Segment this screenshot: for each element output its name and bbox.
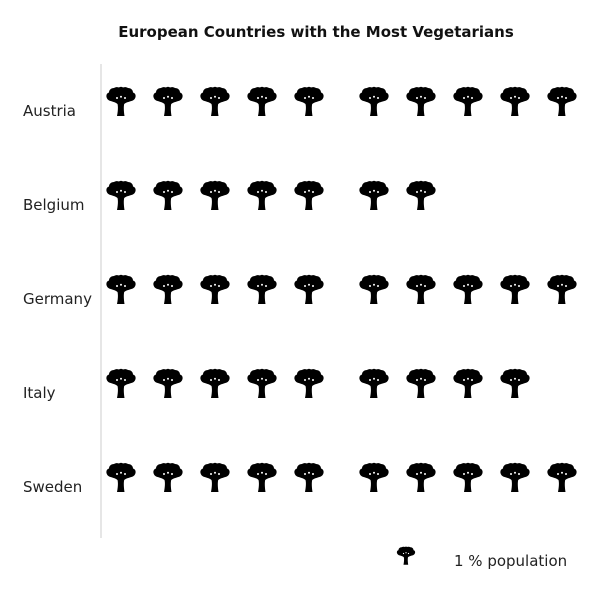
broccoli-icon xyxy=(453,462,483,492)
chart-title: European Countries with the Most Vegetar… xyxy=(118,23,514,41)
broccoli-icon xyxy=(153,462,183,492)
broccoli-icon xyxy=(547,274,577,304)
broccoli-icon xyxy=(106,86,136,116)
broccoli-icon xyxy=(294,180,324,210)
broccoli-icon xyxy=(294,462,324,492)
broccoli-icon xyxy=(153,368,183,398)
broccoli-icon xyxy=(453,274,483,304)
broccoli-icon xyxy=(247,180,277,210)
broccoli-icon xyxy=(153,86,183,116)
broccoli-icon xyxy=(359,180,389,210)
broccoli-icon xyxy=(453,86,483,116)
broccoli-icon xyxy=(247,274,277,304)
category-label-belgium: Belgium xyxy=(23,196,85,214)
broccoli-icon xyxy=(406,462,436,492)
category-label-austria: Austria xyxy=(23,102,76,120)
broccoli-icon xyxy=(359,274,389,304)
broccoli-icon xyxy=(359,86,389,116)
broccoli-icon xyxy=(106,180,136,210)
category-label-germany: Germany xyxy=(23,290,92,308)
broccoli-icon xyxy=(247,462,277,492)
legend: 1 % population xyxy=(396,546,567,570)
broccoli-icon xyxy=(294,368,324,398)
category-label-sweden: Sweden xyxy=(23,478,82,496)
broccoli-icon xyxy=(406,86,436,116)
broccoli-icon xyxy=(153,274,183,304)
category-label-italy: Italy xyxy=(23,384,56,402)
broccoli-icon xyxy=(106,274,136,304)
broccoli-icon xyxy=(200,180,230,210)
broccoli-icon xyxy=(200,368,230,398)
broccoli-icon xyxy=(500,368,530,398)
broccoli-icon xyxy=(500,274,530,304)
broccoli-icon xyxy=(547,462,577,492)
broccoli-icon xyxy=(200,274,230,304)
broccoli-icon xyxy=(500,462,530,492)
broccoli-icon xyxy=(200,462,230,492)
broccoli-icon xyxy=(294,86,324,116)
category-labels: Austria Belgium Germany Italy Sweden xyxy=(23,102,92,496)
broccoli-icon xyxy=(359,368,389,398)
broccoli-icon xyxy=(359,462,389,492)
icon-rows xyxy=(106,86,577,492)
legend-label: 1 % population xyxy=(454,552,567,570)
broccoli-icon xyxy=(500,86,530,116)
legend-broccoli-icon xyxy=(396,546,416,565)
broccoli-icon xyxy=(247,86,277,116)
broccoli-icon xyxy=(247,368,277,398)
broccoli-icon xyxy=(200,86,230,116)
broccoli-icon xyxy=(547,86,577,116)
broccoli-icon xyxy=(406,180,436,210)
broccoli-icon xyxy=(406,274,436,304)
broccoli-icon xyxy=(406,368,436,398)
broccoli-icon xyxy=(106,462,136,492)
broccoli-icon xyxy=(453,368,483,398)
broccoli-icon xyxy=(106,368,136,398)
broccoli-icon xyxy=(294,274,324,304)
broccoli-icon xyxy=(153,180,183,210)
